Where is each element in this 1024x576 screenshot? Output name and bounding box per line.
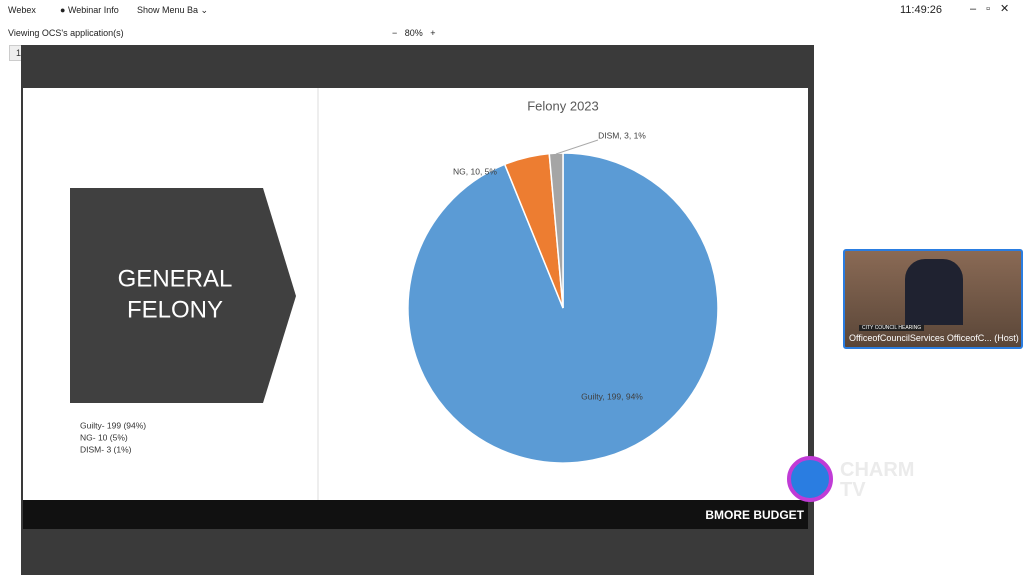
slice-label: NG, 10, 5%	[453, 166, 497, 176]
charm-logo	[787, 456, 833, 502]
video-banner: CITY COUNCIL HEARING	[859, 325, 925, 331]
window-controls[interactable]: –▫✕	[970, 3, 1020, 15]
slide-footer: BMORE BUDGET	[23, 500, 808, 529]
zoom-control[interactable]: − 80% +	[392, 28, 436, 38]
slice-label: Guilty, 199, 94%	[581, 391, 643, 401]
slice-label: DISM, 3, 1%	[598, 130, 646, 140]
summary-line: Guilty- 199 (94%)	[80, 420, 146, 430]
heading-line: FELONY	[127, 296, 223, 323]
summary-line: NG- 10 (5%)	[80, 432, 128, 442]
heading-arrow	[70, 188, 296, 403]
participant-name: OfficeofCouncilServices OfficeofC... (Ho…	[849, 333, 1019, 343]
chart-title: Felony 2023	[527, 98, 599, 113]
menu-toggle[interactable]: Show Menu Ba ⌄	[137, 5, 209, 15]
menu-toggle-text[interactable]: Show Menu Ba	[137, 5, 199, 15]
webinar-info[interactable]: ● Webinar Info	[60, 5, 119, 15]
leader-line	[555, 139, 599, 155]
charm-brand: CHARM	[840, 459, 915, 481]
summary-line: DISM- 3 (1%)	[80, 444, 132, 454]
zoom-level: 80%	[404, 28, 423, 38]
pie-slice	[548, 152, 564, 309]
charm-text: CHARM TV	[840, 460, 914, 500]
charm-suffix: TV	[840, 479, 866, 501]
video-tile[interactable]: CITY COUNCIL HEARING OfficeofCouncilServ…	[843, 249, 1023, 349]
app-name[interactable]: Webex	[8, 5, 36, 15]
heading-line: GENERAL	[118, 265, 233, 292]
footer-logo: BMORE BUDGET	[705, 508, 804, 522]
viewer-title: Viewing OCS's application(s)	[8, 28, 124, 38]
clock: 11:49:26	[900, 4, 943, 16]
speaker	[905, 259, 963, 325]
webinar-info-text[interactable]: Webinar Info	[67, 5, 119, 15]
